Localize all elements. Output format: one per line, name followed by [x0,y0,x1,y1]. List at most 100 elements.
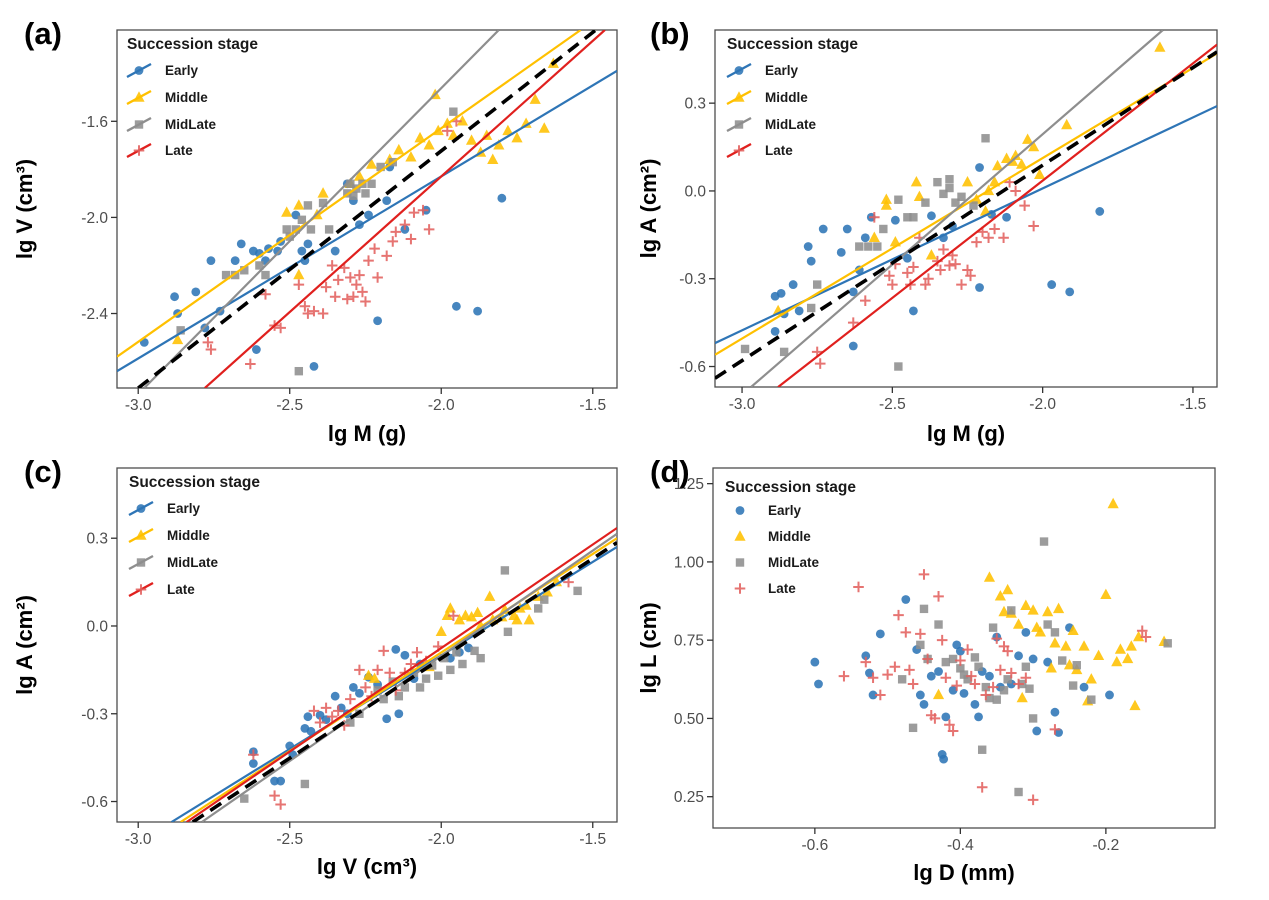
point-middle [414,131,426,143]
point-late [904,664,915,676]
point-midlate [921,198,930,207]
fit-lines-layer [170,527,617,822]
point-middle [493,139,505,150]
point-midlate [306,225,316,234]
point-midlate [500,566,510,575]
point-midlate [908,723,918,733]
point-late [971,236,982,248]
y-tick-label: -0.6 [679,359,706,376]
x-tick-label: -2.0 [1029,396,1056,413]
point-early [251,345,261,354]
point-late [950,258,961,270]
legend-plus-icon [135,584,147,595]
point-midlate [988,623,998,632]
point-middle [994,590,1006,601]
panel-c-plot: -3.0 -2.5 -2.0 -1.5 0.3 0.0 -0.3 -0.6 lg V (cm³)… [12,467,618,879]
point-late [1019,200,1030,211]
point-middle [511,131,523,143]
point-middle [880,199,892,210]
point-late [411,647,423,658]
point-late [965,270,976,282]
legend-circle-icon [134,66,144,75]
point-late [372,272,383,283]
point-early [919,699,929,709]
point-late [326,260,338,271]
point-late [354,664,365,676]
x-tick-label: -3.0 [125,831,152,848]
point-late [1013,678,1024,690]
point-middle [1061,118,1073,130]
point-midlate [873,242,882,251]
point-late [915,628,926,640]
point-middle [1016,158,1028,169]
point-midlate [1087,695,1096,704]
y-tick-label: -2.4 [81,306,108,323]
point-early [1065,287,1075,297]
legend-title: Succession stage [129,474,260,491]
point-midlate [945,183,954,193]
point-early [297,246,307,256]
point-middle [365,158,378,169]
legend-item-label: Early [768,503,802,518]
point-early [818,224,828,234]
point-late [918,569,930,580]
y-axis-title: lg V (cm³) [12,159,37,259]
point-late [944,260,955,271]
point-midlate [992,695,1001,704]
point-late [390,226,402,238]
point-early [473,306,483,316]
point-midlate [1003,675,1012,684]
point-late [320,702,332,714]
point-late [962,264,973,276]
point-late [908,261,919,273]
point-early [794,306,804,316]
point-middle [913,190,926,201]
point-early [191,287,201,297]
legend-circle-icon [136,504,146,513]
point-midlate [434,671,443,680]
point-early [848,341,858,351]
point-early [842,224,852,234]
point-midlate [999,686,1009,695]
legend-item-label: MidLate [167,555,218,570]
point-late [922,653,933,665]
point-middle [988,175,1001,187]
point-early [860,233,870,243]
fit-lines-layer [715,30,1217,387]
point-middle [538,122,550,133]
point-middle [541,586,553,597]
point-midlate [1039,537,1049,546]
x-tick-label: -2.0 [428,397,455,414]
point-midlate [394,691,404,701]
point-midlate [540,595,549,604]
panel-label-c: (c) [24,454,62,489]
point-middle [1034,626,1046,637]
point-midlate [240,266,249,275]
x-axis-title: lg M (g) [927,421,1005,446]
point-middle [1022,133,1034,144]
point-early [776,288,786,298]
point-late [442,125,453,137]
point-late [202,337,214,348]
point-early [1043,657,1053,667]
point-midlate [349,191,358,200]
point-middle [172,333,184,345]
point-middle [444,602,456,613]
point-early [934,667,943,676]
legend-title: Succession stage [127,36,258,53]
point-midlate [427,661,437,670]
y-tick-label: 0.50 [674,711,705,728]
point-midlate [255,261,264,270]
point-late [345,272,356,283]
point-midlate [421,674,431,683]
point-late [1140,631,1152,643]
x-tick-label: -3.0 [729,396,756,413]
fit-lines-layer [117,30,617,388]
point-late [348,291,359,302]
point-early [926,671,936,681]
point-late [889,661,901,673]
legend-triangle-icon [133,91,145,102]
point-middle [1060,640,1072,651]
point-midlate [963,675,972,684]
point-midlate [294,366,304,376]
